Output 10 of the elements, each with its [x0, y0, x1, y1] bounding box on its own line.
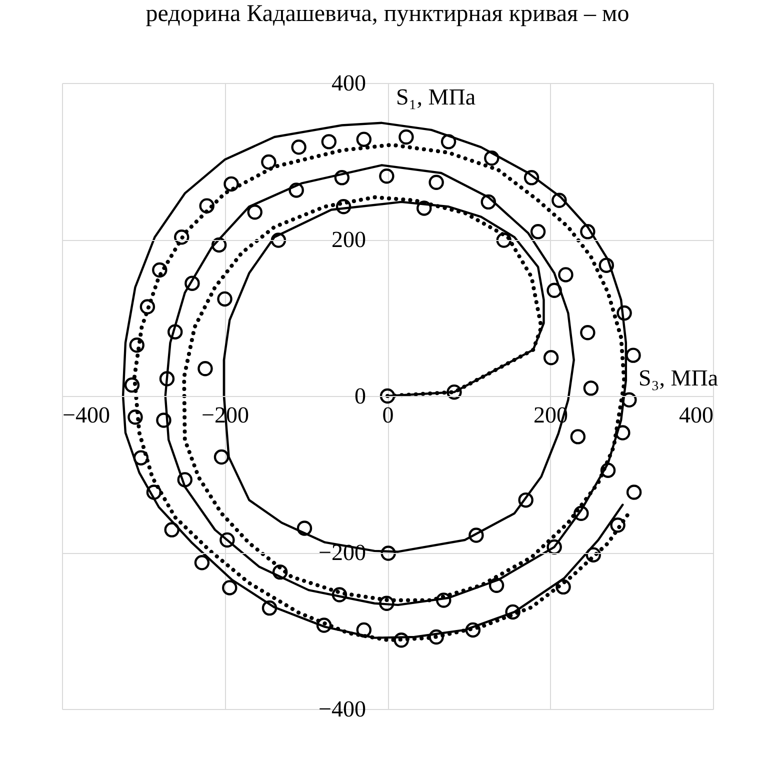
y-tick-label: 400 [332, 70, 366, 96]
x-tick-label: 0 [382, 402, 394, 428]
x-tick-label: −400 [62, 402, 110, 428]
y-tick-label: −400 [318, 696, 366, 722]
x-tick-label: 400 [679, 402, 714, 428]
y-axis-title: S₁, МПа [396, 84, 476, 110]
text: редорина Кадашевича, пунктирная кривая – мо [146, 1, 630, 27]
y-tick-label: 200 [332, 227, 366, 252]
y-tick-label: 0 [354, 384, 366, 408]
x-axis-title: S₃, МПа [638, 366, 718, 390]
